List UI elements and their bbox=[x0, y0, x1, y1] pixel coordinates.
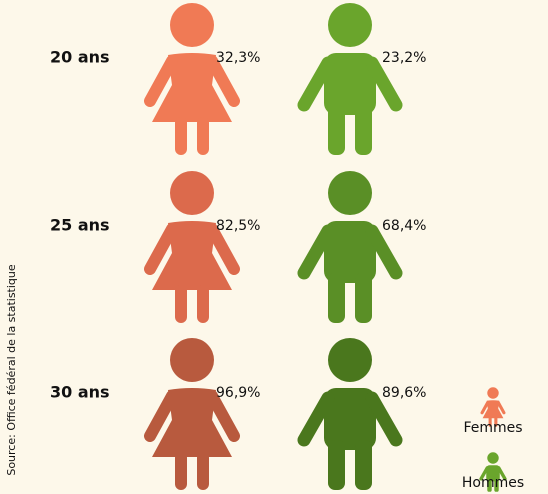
leg bbox=[494, 478, 499, 492]
head bbox=[170, 171, 214, 215]
leg bbox=[355, 440, 372, 490]
leg bbox=[175, 452, 187, 490]
value-label: 89,6% bbox=[382, 385, 426, 401]
leg bbox=[197, 452, 209, 490]
figure bbox=[144, 338, 240, 490]
head bbox=[170, 3, 214, 47]
arm bbox=[297, 391, 335, 447]
leg bbox=[488, 416, 492, 427]
value-label: 23,2% bbox=[382, 50, 426, 66]
leg bbox=[355, 273, 372, 323]
figure bbox=[144, 3, 240, 155]
arm bbox=[497, 466, 507, 481]
arm bbox=[144, 390, 178, 442]
arm bbox=[479, 466, 489, 481]
arm bbox=[144, 223, 178, 275]
value-label: 68,4% bbox=[382, 218, 426, 234]
head bbox=[487, 452, 499, 464]
value-label: 96,9% bbox=[216, 385, 260, 401]
head bbox=[328, 3, 372, 47]
arm bbox=[206, 390, 240, 442]
leg bbox=[494, 416, 498, 427]
head bbox=[328, 171, 372, 215]
arm bbox=[365, 391, 403, 447]
row-label: 20 ans bbox=[50, 48, 110, 67]
head bbox=[170, 338, 214, 382]
leg bbox=[197, 117, 209, 155]
arm bbox=[206, 223, 240, 275]
row-label: 25 ans bbox=[50, 216, 110, 235]
arm bbox=[297, 56, 335, 112]
torso bbox=[324, 388, 376, 450]
value-label: 32,3% bbox=[216, 50, 260, 66]
figure bbox=[144, 171, 240, 323]
figure bbox=[297, 338, 403, 490]
legend-label: Femmes bbox=[463, 420, 522, 436]
head bbox=[328, 338, 372, 382]
value-label: 82,5% bbox=[216, 218, 260, 234]
torso bbox=[324, 221, 376, 283]
source: Source: Office fédéral de la statistique bbox=[5, 264, 18, 476]
leg bbox=[175, 117, 187, 155]
arm bbox=[206, 55, 240, 107]
figure bbox=[297, 171, 403, 323]
arm bbox=[365, 56, 403, 112]
arm bbox=[297, 224, 335, 280]
leg bbox=[355, 105, 372, 155]
head bbox=[487, 387, 499, 399]
legend-label: Hommes bbox=[462, 475, 524, 491]
leg bbox=[175, 285, 187, 323]
row-label: 30 ans bbox=[50, 383, 110, 402]
torso bbox=[486, 465, 500, 482]
arm bbox=[480, 400, 490, 415]
torso bbox=[324, 53, 376, 115]
leg bbox=[197, 285, 209, 323]
leg bbox=[328, 273, 345, 323]
figure bbox=[297, 3, 403, 155]
legend-icon bbox=[480, 387, 506, 427]
arm bbox=[496, 400, 506, 415]
arm bbox=[144, 55, 178, 107]
leg bbox=[328, 440, 345, 490]
legend-icon bbox=[479, 452, 507, 492]
leg bbox=[487, 478, 492, 492]
leg bbox=[328, 105, 345, 155]
arm bbox=[365, 224, 403, 280]
